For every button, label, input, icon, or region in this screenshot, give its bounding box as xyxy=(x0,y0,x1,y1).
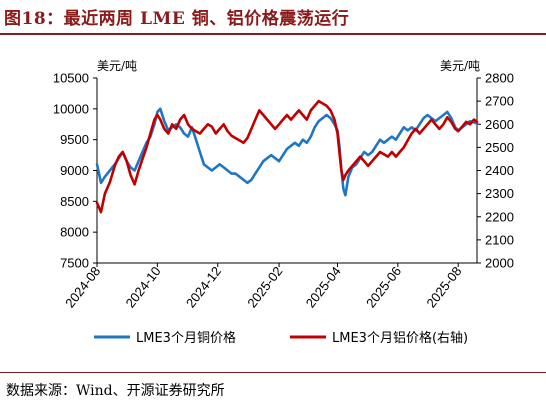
copper-price-line xyxy=(95,107,479,197)
dual-axis-line-chart: 美元/吨 美元/吨 10500 10000 9500 9000 8500 8000 7500… xyxy=(53,59,514,346)
x-tick-label: 2025-02 xyxy=(244,264,285,311)
x-tick-label: 2025-04 xyxy=(303,264,344,311)
x-tick-label: 2024-10 xyxy=(123,264,164,311)
left-tick-label: 10500 xyxy=(53,71,89,86)
left-tick-label: 10000 xyxy=(53,101,89,116)
right-tick-label: 2000 xyxy=(485,256,514,271)
left-tick-label: 8500 xyxy=(60,194,89,209)
right-tick-label: 2800 xyxy=(485,71,514,86)
right-tick-label: 2200 xyxy=(485,209,514,224)
left-tick-label: 7500 xyxy=(60,256,89,271)
left-tick-label: 8000 xyxy=(60,225,89,240)
right-tick-label: 2400 xyxy=(485,163,514,178)
chart-title: 图18：最近两周 LME 铜、铝价格震荡运行 xyxy=(4,9,350,29)
footer-rule xyxy=(0,372,546,373)
right-tick-label: 2100 xyxy=(485,232,514,247)
left-tick-label: 9500 xyxy=(60,132,89,147)
legend: LME3个月铜价格 LME3个月铝价格(右轴) xyxy=(94,330,468,346)
x-tick-label: 2025-06 xyxy=(363,264,404,311)
left-unit-label: 美元/吨 xyxy=(97,59,137,73)
right-tick-label: 2700 xyxy=(485,94,514,109)
legend-label-copper: LME3个月铜价格 xyxy=(136,330,236,346)
x-tick-label: 2025-08 xyxy=(423,264,464,311)
legend-label-aluminum: LME3个月铝价格(右轴) xyxy=(332,330,468,346)
aluminum-price-line xyxy=(95,99,479,214)
source-note: 数据来源：Wind、开源证券研究所 xyxy=(6,383,225,399)
left-tick-label: 9000 xyxy=(60,163,89,178)
x-axis: 2024-08 2024-10 2024-12 2025-02 2025-04 2025-… xyxy=(62,263,465,311)
right-tick-label: 2600 xyxy=(485,117,514,132)
right-axis: 2800 2700 2600 2500 2400 2300 2200 2100 2000 xyxy=(477,71,514,271)
title-rule xyxy=(0,33,546,35)
right-unit-label: 美元/吨 xyxy=(440,59,480,73)
x-tick-label: 2024-12 xyxy=(183,264,224,311)
x-tick-label: 2024-08 xyxy=(62,264,103,311)
left-axis: 10500 10000 9500 9000 8500 8000 7500 xyxy=(53,71,97,271)
right-tick-label: 2500 xyxy=(485,140,514,155)
series-lines xyxy=(95,99,479,214)
right-tick-label: 2300 xyxy=(485,186,514,201)
plot-frame xyxy=(96,78,478,264)
